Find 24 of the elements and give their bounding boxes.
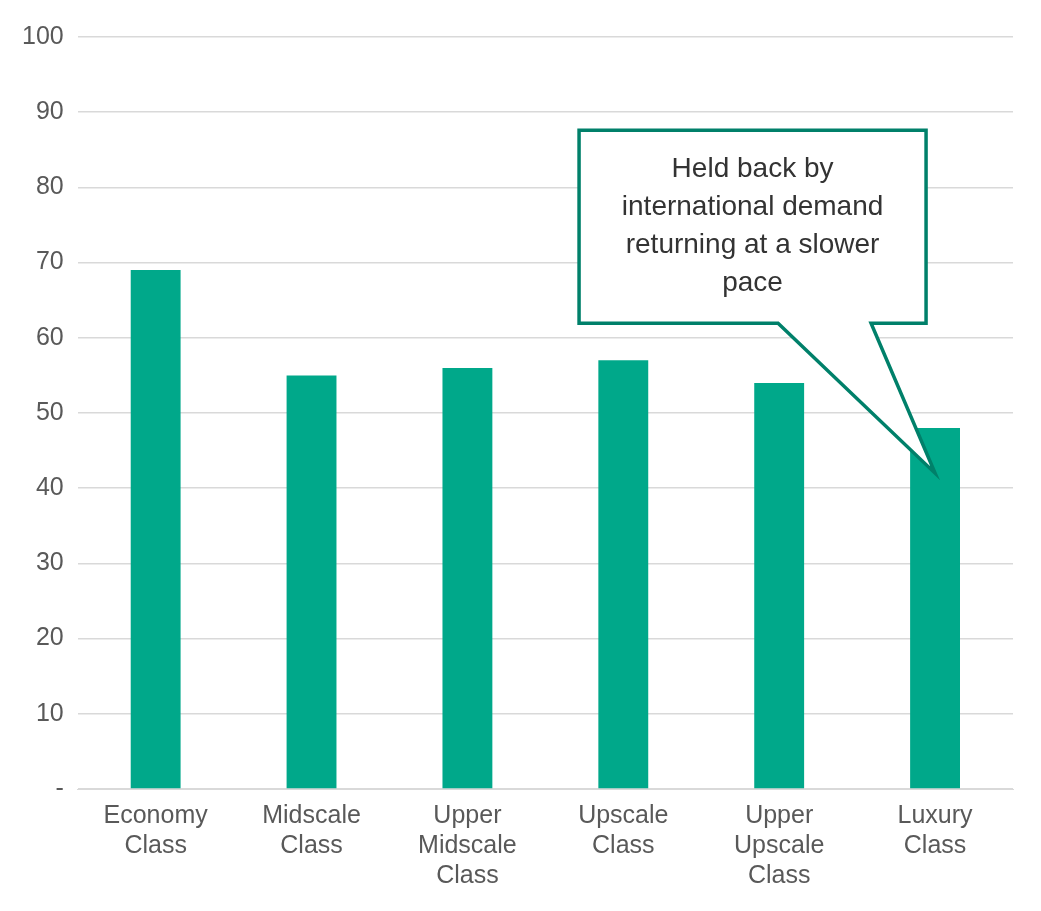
x-tick-label: Upper Upscale Class (734, 799, 825, 888)
bar (130, 270, 181, 789)
y-tick-label: 10 (35, 697, 64, 726)
x-tick-label: Upper Midscale Class (418, 799, 517, 888)
x-tick-label: Midscale Class (262, 799, 361, 858)
bar (754, 382, 805, 789)
y-tick-label: 50 (35, 396, 64, 425)
x-tick-label: Economy Class (103, 799, 209, 858)
bar (442, 367, 493, 789)
x-tick-label: Luxury Class (897, 799, 974, 858)
y-tick-label: - (55, 772, 64, 801)
y-tick-label: 20 (35, 622, 64, 651)
y-tick-label: 80 (35, 171, 64, 200)
bar (286, 375, 337, 789)
y-tick-label: 100 (21, 20, 64, 49)
y-tick-label: 70 (35, 246, 64, 275)
bar (910, 428, 960, 789)
y-tick-label: 60 (35, 321, 64, 350)
x-tick-label: Upscale Class (578, 799, 669, 858)
y-tick-label: 90 (35, 96, 64, 125)
bar (598, 360, 649, 789)
annotation: Held back by international demand returning at a slower pace (621, 152, 884, 298)
y-tick-label: 40 (35, 472, 64, 501)
y-tick-label: 30 (35, 547, 64, 576)
